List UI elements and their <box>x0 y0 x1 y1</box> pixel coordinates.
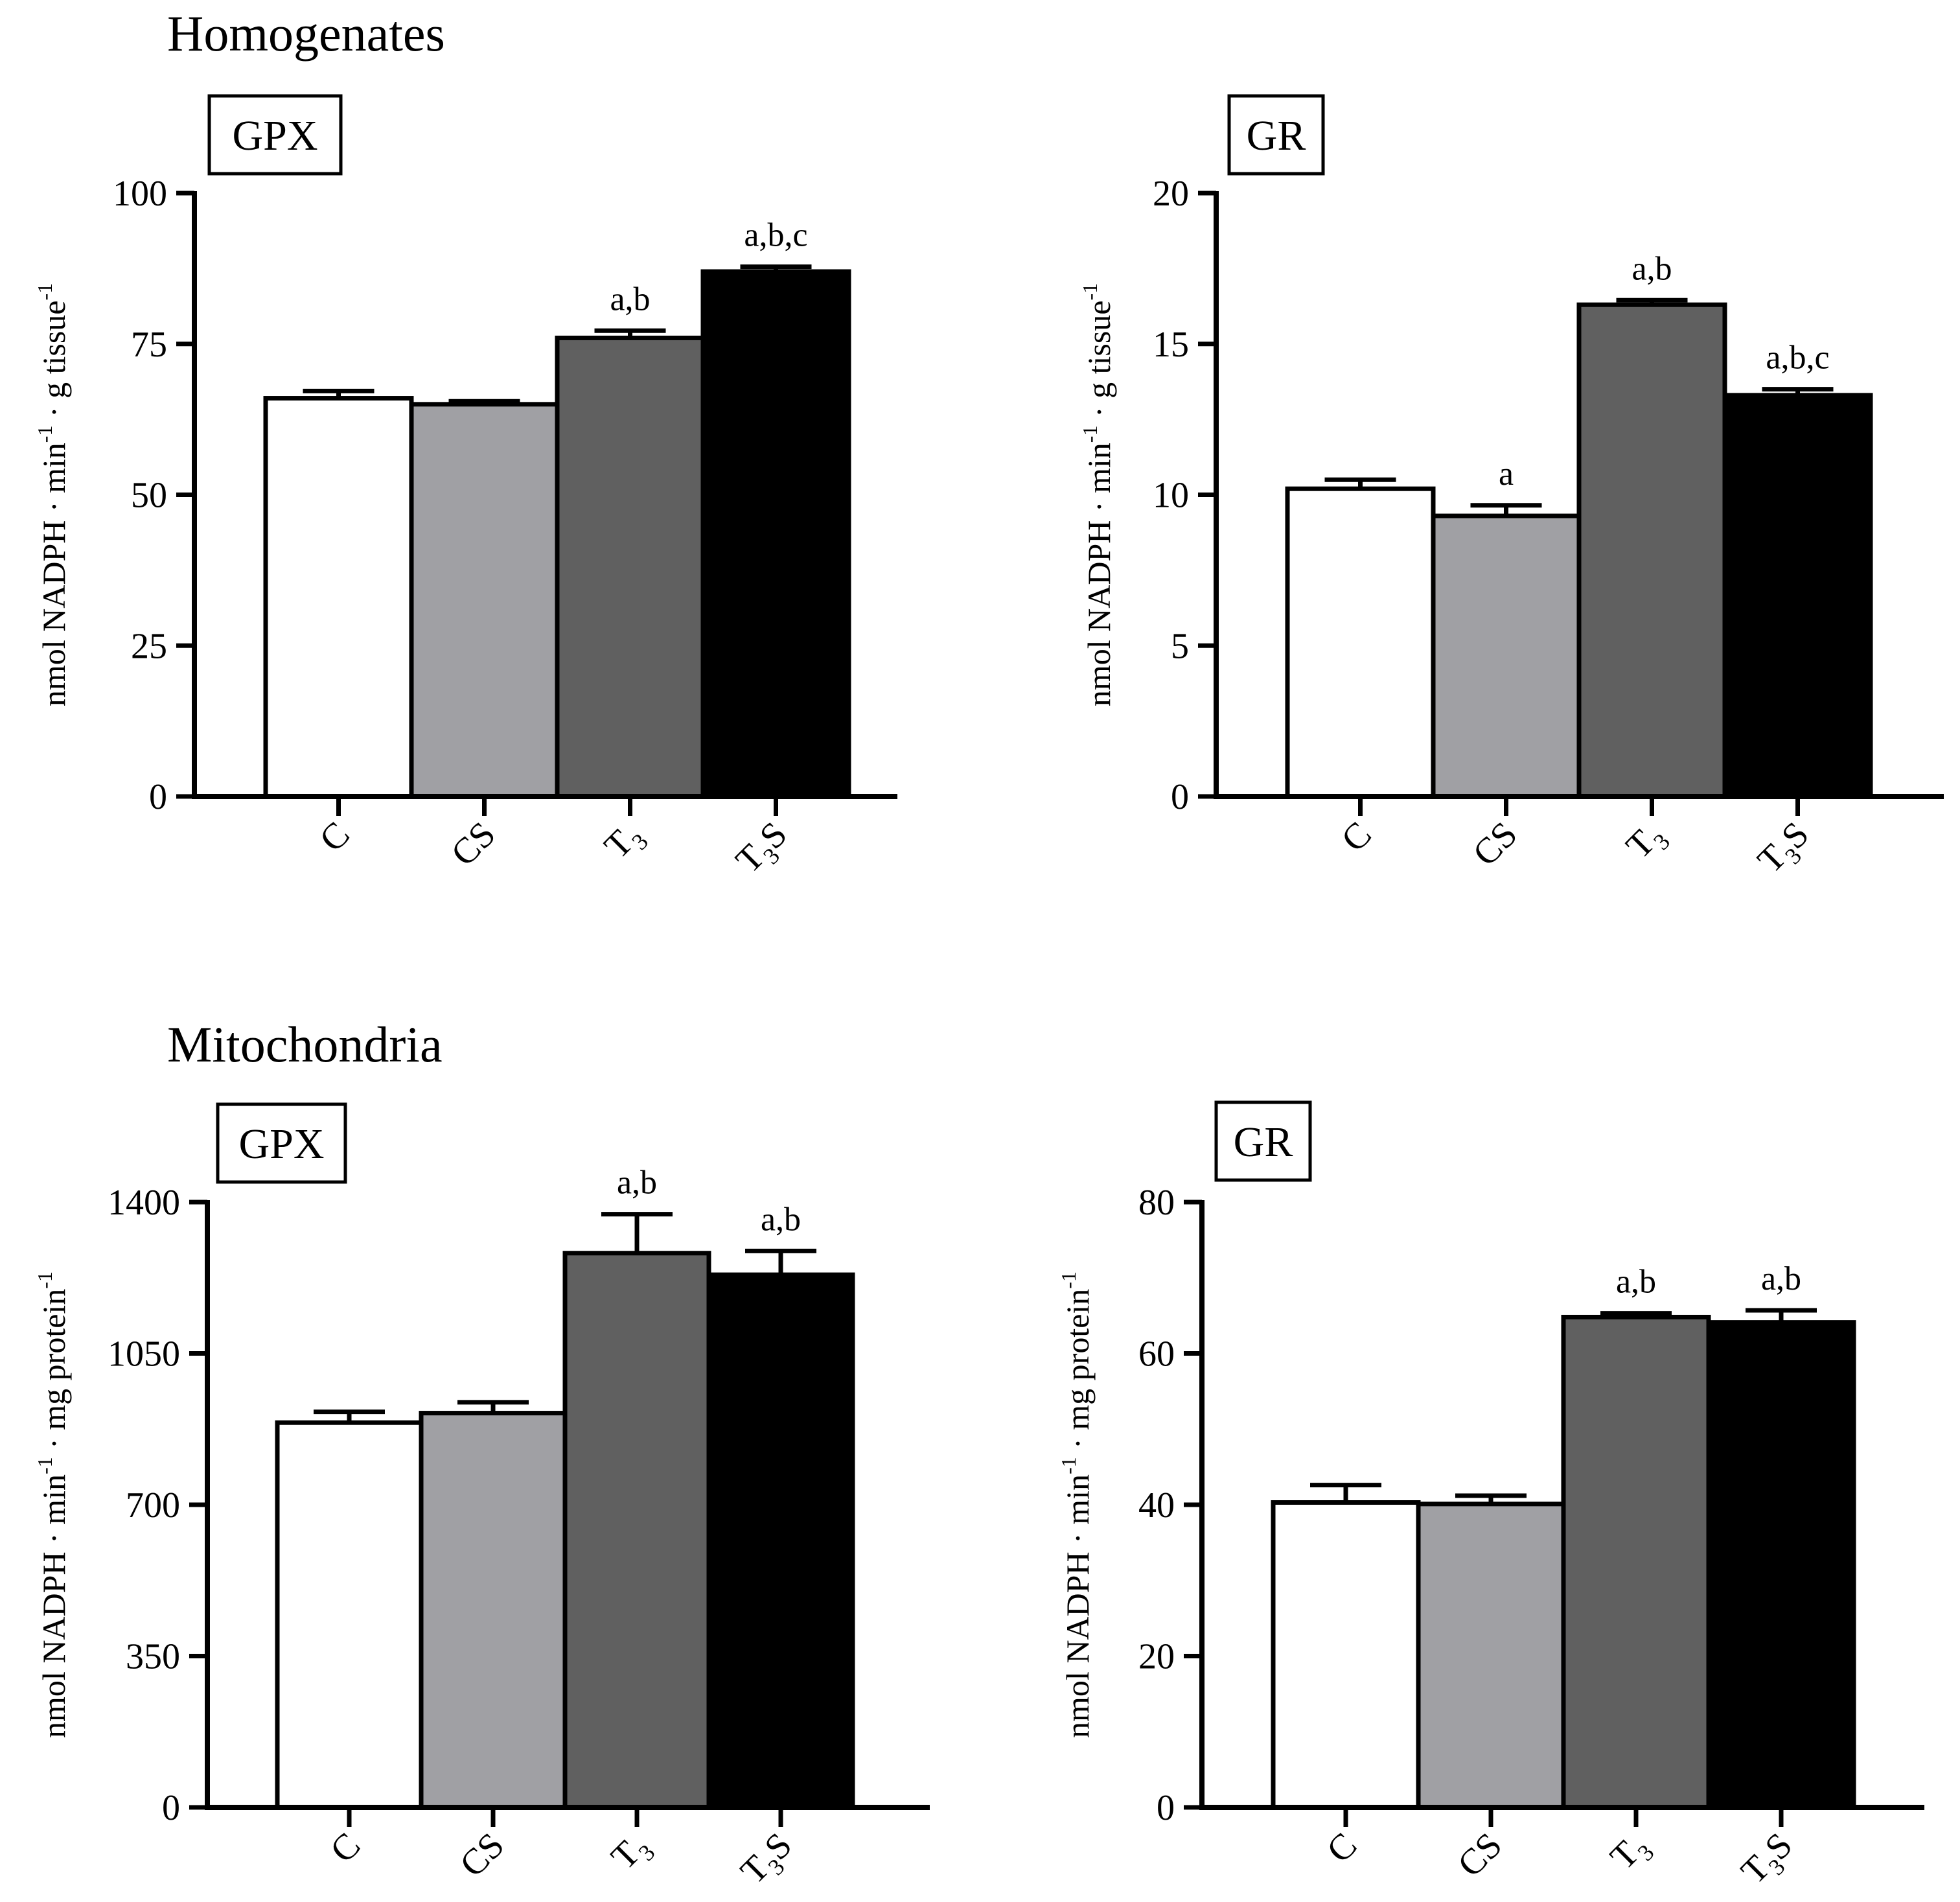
significance-label: a,b <box>1616 1264 1656 1301</box>
y-tick-label: 350 <box>126 1637 180 1677</box>
bar-t3s <box>1722 393 1873 799</box>
x-tick-label: C <box>312 814 357 859</box>
x-tick-label: CS <box>443 814 503 874</box>
y-tick-label: 5 <box>1171 626 1189 666</box>
bar-c <box>263 396 414 799</box>
y-tick-label: 700 <box>126 1485 180 1525</box>
x-tick-label: C <box>323 1825 368 1870</box>
x-tick-label: T3S <box>1733 1825 1804 1896</box>
bar-cs <box>1416 1502 1566 1810</box>
y-axis-label: nmol NADPH · min-1 · g tissue-1 <box>1078 283 1117 706</box>
bar-t3 <box>1576 302 1727 799</box>
bar-c <box>1271 1500 1421 1810</box>
panel-label-box <box>216 1102 347 1184</box>
y-axis-label: nmol NADPH · min-1 · g tissue-1 <box>33 283 72 706</box>
x-tick-label: CS <box>1450 1825 1510 1885</box>
y-tick-label: 40 <box>1138 1485 1175 1525</box>
chart-panel-2: GR nmol NADPH · min-1 · g tissue-1 a a,b a,b… <box>1078 94 1944 885</box>
x-tick-label: T3S <box>1750 814 1821 885</box>
panel-label: GPX <box>232 112 317 159</box>
significance-label: a,b,c <box>1766 340 1829 377</box>
x-tick-label: T3 <box>603 1825 660 1881</box>
panel-label: GPX <box>238 1120 324 1168</box>
chart-panel-1: GPX nmol NADPH · min-1 · g tissue-1 a,b a,b… <box>33 94 897 885</box>
bar-cs <box>419 1411 568 1810</box>
panel-label-box <box>1214 1100 1312 1182</box>
significance-label: a,b <box>610 281 650 318</box>
chart-panel-3: GPX nmol NADPH · min-1 · mg protein-1 a,b a… <box>33 1102 930 1896</box>
panel-label: GR <box>1234 1119 1293 1166</box>
y-axis-label: nmol NADPH · min-1 · mg protein-1 <box>1057 1271 1096 1738</box>
y-tick-label: 15 <box>1153 325 1189 365</box>
significance-label: a,b <box>617 1165 657 1201</box>
y-tick-label: 0 <box>1157 1788 1175 1828</box>
y-tick-label: 75 <box>131 325 167 365</box>
section-title-mitochondria: Mitochondria <box>167 1016 443 1073</box>
y-axis-label: nmol NADPH · min-1 · mg protein-1 <box>33 1271 72 1738</box>
y-tick-label: 0 <box>162 1788 180 1828</box>
panel-label-box <box>207 94 343 176</box>
significance-label: a,b <box>1761 1260 1801 1297</box>
significance-label: a,b,c <box>744 217 807 254</box>
x-tick-label: T3S <box>728 814 799 885</box>
bar-t3s <box>1706 1320 1856 1810</box>
x-tick-label: T3 <box>597 814 653 870</box>
x-tick-label: T3 <box>1619 814 1675 870</box>
x-tick-label: T3 <box>1602 1825 1659 1881</box>
bar-t3s <box>706 1272 855 1810</box>
panel-label: GR <box>1247 112 1306 159</box>
bar-t3 <box>562 1251 711 1810</box>
x-tick-label: T3S <box>733 1825 803 1896</box>
bar-c <box>275 1420 424 1810</box>
x-tick-label: CS <box>1465 814 1525 874</box>
y-tick-label: 10 <box>1153 476 1189 516</box>
x-tick-label: C <box>1333 814 1379 859</box>
y-tick-label: 20 <box>1138 1637 1175 1677</box>
bar-c <box>1285 486 1436 799</box>
panel-label-box <box>1227 94 1325 176</box>
x-tick-label: CS <box>452 1825 512 1885</box>
y-tick-label: 25 <box>131 626 167 666</box>
y-tick-label: 50 <box>131 476 167 516</box>
y-tick-label: 60 <box>1138 1334 1175 1374</box>
significance-label: a <box>1499 456 1514 493</box>
x-tick-label: C <box>1319 1825 1365 1870</box>
y-tick-label: 1050 <box>108 1334 180 1374</box>
bar-cs <box>409 402 560 799</box>
chart-panel-4: GR nmol NADPH · min-1 · mg protein-1 a,b a,… <box>1057 1100 1924 1896</box>
y-tick-label: 0 <box>149 777 167 817</box>
bar-cs <box>1431 513 1582 799</box>
y-tick-label: 80 <box>1138 1183 1175 1223</box>
significance-label: a,b <box>1631 250 1672 287</box>
y-tick-label: 0 <box>1171 777 1189 817</box>
y-tick-label: 100 <box>113 174 167 214</box>
bar-t3 <box>555 335 706 799</box>
y-tick-label: 1400 <box>108 1183 180 1223</box>
bar-t3 <box>1561 1314 1711 1810</box>
y-tick-label: 20 <box>1153 174 1189 214</box>
bar-t3s <box>700 269 851 799</box>
section-title-homogenates: Homogenates <box>167 5 445 62</box>
significance-label: a,b <box>761 1201 801 1238</box>
